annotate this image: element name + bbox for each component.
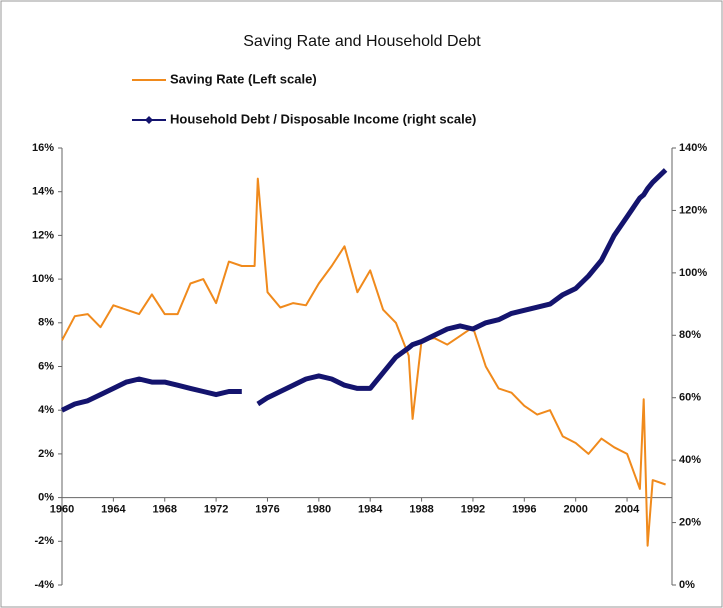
x-tick-label: 1984 [358, 504, 383, 516]
series-line [61, 177, 666, 547]
y-tick-label: 16% [32, 142, 54, 154]
chart-title: Saving Rate and Household Debt [243, 33, 481, 50]
x-tick-label: 2004 [615, 504, 640, 516]
y2-tick-label: 60% [679, 392, 701, 404]
y-tick-label: 10% [32, 273, 54, 285]
y-tick-label: 0% [38, 492, 54, 504]
legend-label: Saving Rate (Left scale) [170, 71, 317, 86]
x-tick-label: 1968 [152, 504, 176, 516]
y2-tick-label: 120% [679, 204, 707, 216]
y-tick-label: 12% [32, 229, 54, 241]
y2-tick-label: 80% [679, 329, 701, 341]
y2-tick-label: 140% [679, 142, 707, 154]
legend-marker [145, 116, 153, 124]
x-tick-label: 1992 [461, 504, 485, 516]
y2-tick-label: 100% [679, 267, 707, 279]
x-tick-label: 1996 [512, 504, 536, 516]
x-tick-label: 1976 [255, 504, 279, 516]
y-tick-label: 2% [38, 448, 54, 460]
x-tick-label: 1960 [50, 504, 74, 516]
y-tick-label: 6% [38, 360, 54, 372]
y2-tick-label: 0% [679, 579, 695, 591]
y-tick-label: 8% [38, 317, 54, 329]
y2-tick-label: 20% [679, 516, 701, 528]
y-tick-label: 4% [38, 404, 54, 416]
legend-label: Household Debt / Disposable Income (righ… [170, 111, 476, 126]
y-tick-label: -2% [34, 535, 54, 547]
x-tick-label: 1980 [307, 504, 331, 516]
series-line [60, 168, 668, 413]
x-tick-label: 1972 [204, 504, 228, 516]
x-tick-label: 1964 [101, 504, 126, 516]
x-tick-label: 1988 [409, 504, 433, 516]
y-tick-label: -4% [34, 579, 54, 591]
y-tick-label: 14% [32, 186, 54, 198]
y2-tick-label: 40% [679, 454, 701, 466]
x-tick-label: 2000 [563, 504, 587, 516]
